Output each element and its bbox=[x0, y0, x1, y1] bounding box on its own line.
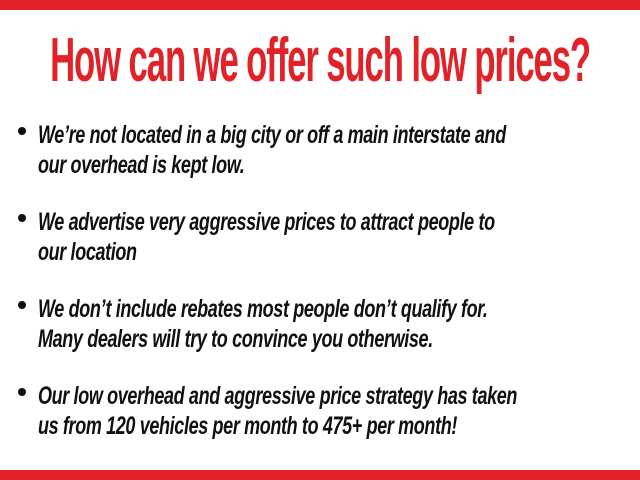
bullet-dot-icon bbox=[18, 127, 26, 135]
bottom-red-bar bbox=[0, 470, 640, 480]
bullet-line: our location bbox=[38, 238, 137, 266]
bullet-item: Our low overhead and aggressive price st… bbox=[0, 381, 640, 441]
bullet-dot-icon bbox=[18, 388, 26, 396]
top-red-bar bbox=[0, 0, 640, 10]
bullet-line: We advertise very aggressive prices to a… bbox=[38, 208, 495, 236]
bullet-item: We don’t include rebates most people don… bbox=[0, 294, 640, 354]
bullet-line: us from 120 vehicles per month to 475+ p… bbox=[38, 412, 457, 440]
bullet-text: We advertise very aggressive prices to a… bbox=[38, 207, 495, 267]
bullet-text: We’re not located in a big city or off a… bbox=[38, 120, 506, 180]
bullet-dot-icon bbox=[18, 214, 26, 222]
bullet-dot-icon bbox=[18, 301, 26, 309]
bullet-item: We advertise very aggressive prices to a… bbox=[0, 207, 640, 267]
bullet-line: Our low overhead and aggressive price st… bbox=[38, 382, 518, 410]
bullet-line: Many dealers will try to convince you ot… bbox=[38, 325, 433, 353]
bullet-text: Our low overhead and aggressive price st… bbox=[38, 381, 518, 441]
bullet-line: We don’t include rebates most people don… bbox=[38, 295, 488, 323]
bullet-line: We’re not located in a big city or off a… bbox=[38, 121, 506, 149]
bullet-text: We don’t include rebates most people don… bbox=[38, 294, 488, 354]
bullet-item: We’re not located in a big city or off a… bbox=[0, 120, 640, 180]
bullet-line: our overhead is kept low. bbox=[38, 151, 245, 179]
